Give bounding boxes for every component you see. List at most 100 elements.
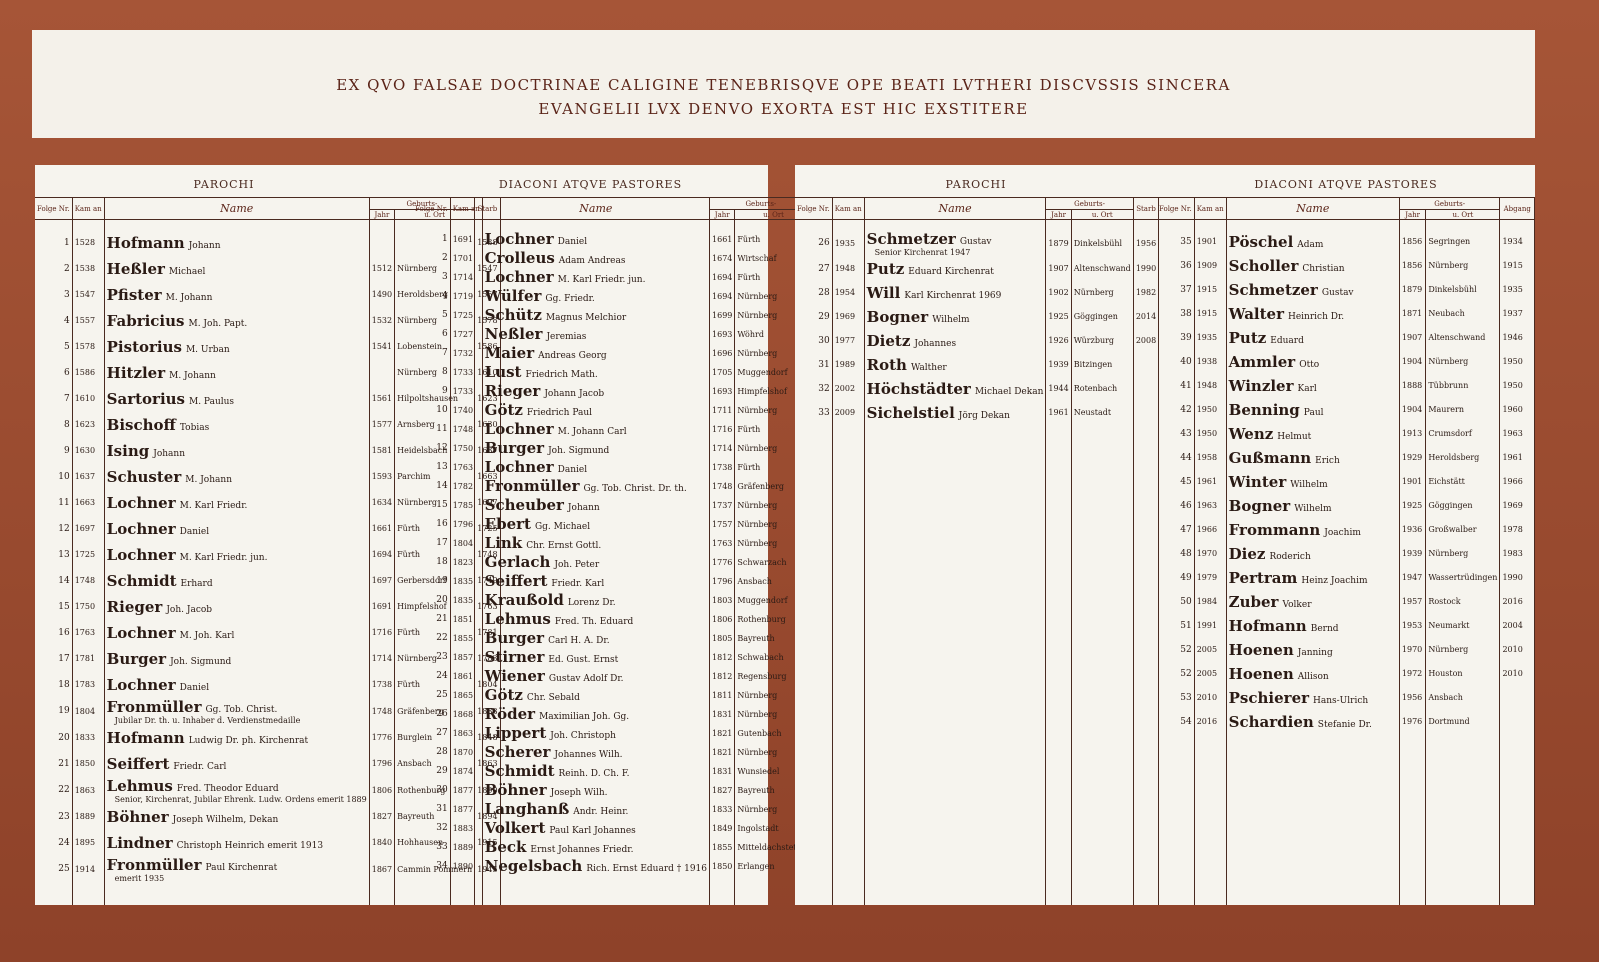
- cell: 4: [413, 286, 451, 306]
- cell: 1748: [369, 697, 396, 725]
- cell: Neustadt: [1071, 400, 1134, 425]
- cell: [369, 882, 396, 905]
- surname: Götz: [484, 686, 523, 704]
- given-names: M. Johann: [169, 370, 216, 381]
- register-row: 47 1966 Frommann Joachim 1936 Großwalber 1978: [1157, 517, 1535, 542]
- surname: Lehmus: [106, 776, 173, 795]
- name-cell: Hofmann Bernd: [1226, 613, 1400, 638]
- section-title: PAROCHI: [193, 178, 255, 191]
- name-cell: Gerlach Joh. Peter: [482, 552, 711, 572]
- cell: 7: [35, 385, 73, 412]
- cell: 1732: [450, 343, 483, 363]
- cell: 14: [35, 567, 73, 594]
- cell: 28: [795, 280, 833, 305]
- register-row: 30 1977 Dietz Johannes 1926 Würzburg 2008: [795, 328, 1160, 353]
- cell: [832, 219, 865, 230]
- given-names: M. Karl Friedr.: [179, 500, 248, 511]
- register-row: 39 1935 Putz Eduard 1907 Altenschwand 1946: [1157, 325, 1535, 350]
- given-names: Paul Kirchenrat: [205, 862, 278, 873]
- surname: Benning: [1228, 400, 1300, 419]
- surname: Zuber: [1228, 592, 1279, 611]
- surname: Bogner: [866, 307, 929, 326]
- given-names: Joh. Christoph: [550, 731, 616, 741]
- cell: 1674: [709, 248, 736, 268]
- table-section: PAROCHI Folge Nr. Kam an Name Geburts- Starb J…: [795, 165, 1160, 905]
- column-header: Folge Nr.: [795, 197, 833, 220]
- filler-row: [1157, 733, 1535, 905]
- cell: 1725: [450, 305, 483, 325]
- surname: Putz: [866, 259, 905, 278]
- cell: [104, 882, 370, 905]
- cell: 1961: [1045, 400, 1072, 425]
- surname: Negelsbach: [484, 857, 583, 875]
- cell: 20: [413, 590, 451, 610]
- name-cell: Lochner M. Karl Friedr.: [104, 489, 370, 516]
- cell: 46: [1157, 493, 1195, 518]
- cell: [1157, 219, 1195, 230]
- name-cell: Winzler Karl: [1226, 373, 1400, 398]
- cell: [1499, 709, 1535, 734]
- register-row: 33 1889 Beck Ernst Johannes Friedr. 1855 Mitt…: [413, 837, 845, 857]
- cell: 1963: [1499, 421, 1535, 446]
- cell: 52: [1157, 661, 1195, 686]
- cell: 1904: [1399, 397, 1427, 422]
- section-title: PAROCHI: [945, 178, 1007, 191]
- note: emerit 1935: [114, 873, 165, 883]
- cell: 1961: [1499, 445, 1535, 470]
- cell: 1701: [450, 248, 483, 268]
- cell: 1835: [450, 571, 483, 591]
- surname: Lochner: [106, 675, 176, 694]
- given-names: Janning: [1297, 647, 1333, 658]
- surname: Burger: [106, 649, 167, 668]
- cell: [72, 219, 105, 230]
- spacer-row: [413, 219, 845, 230]
- column-header: Jahr: [369, 209, 396, 220]
- cell: 17: [413, 533, 451, 553]
- surname: Bischoff: [106, 415, 176, 434]
- cell: Altenschwand: [1071, 256, 1134, 281]
- cell: [864, 424, 1047, 905]
- cell: 1714: [709, 438, 736, 458]
- cell: 39: [1157, 325, 1195, 350]
- cell: 52: [1157, 637, 1195, 662]
- cell: 1823: [450, 552, 483, 572]
- cell: 15: [413, 495, 451, 515]
- cell: 1727: [450, 324, 483, 344]
- cell: 51: [1157, 613, 1195, 638]
- table-section: PAROCHI Folge Nr. Kam an Name Geburts- Starb J…: [35, 165, 501, 905]
- register-row: 49 1979 Pertram Heinz Joachim 1947 Wassertrüd…: [1157, 565, 1535, 590]
- cell: 1990: [1499, 565, 1535, 590]
- cell: [1133, 400, 1160, 425]
- cell: [1133, 424, 1160, 905]
- cell: [1157, 733, 1195, 905]
- cell: 43: [1157, 421, 1195, 446]
- cell: [832, 424, 865, 905]
- cell: 1926: [1045, 328, 1072, 353]
- cell: 10: [413, 400, 451, 420]
- cell: 7: [413, 343, 451, 363]
- column-header: Name: [104, 197, 370, 220]
- cell: Bitzingen: [1071, 352, 1134, 377]
- surname: Neßler: [484, 325, 543, 343]
- cell: [1226, 733, 1400, 905]
- cell: 1963: [1194, 493, 1227, 518]
- cell: 1812: [709, 647, 736, 667]
- cell: Houston: [1425, 661, 1501, 686]
- given-names: Johannes: [914, 338, 957, 349]
- cell: 22: [413, 628, 451, 648]
- cell: 6: [413, 324, 451, 344]
- cell: 1902: [1045, 280, 1072, 305]
- register-row: 48 1970 Diez Roderich 1939 Nürnberg 1983: [1157, 541, 1535, 566]
- surname: Scheuber: [484, 496, 564, 514]
- cell: 24: [413, 666, 451, 686]
- register-row: 20 1833 Hofmann Ludwig Dr. ph. Kirchenrat 17…: [35, 724, 501, 751]
- cell: 1691: [369, 593, 396, 620]
- filler-row: [413, 875, 845, 905]
- surname: Schmetzer: [1228, 280, 1318, 299]
- name-cell: Gußmann Erich: [1226, 445, 1400, 470]
- surname: Maier: [484, 344, 535, 362]
- cell: 1748: [72, 567, 105, 594]
